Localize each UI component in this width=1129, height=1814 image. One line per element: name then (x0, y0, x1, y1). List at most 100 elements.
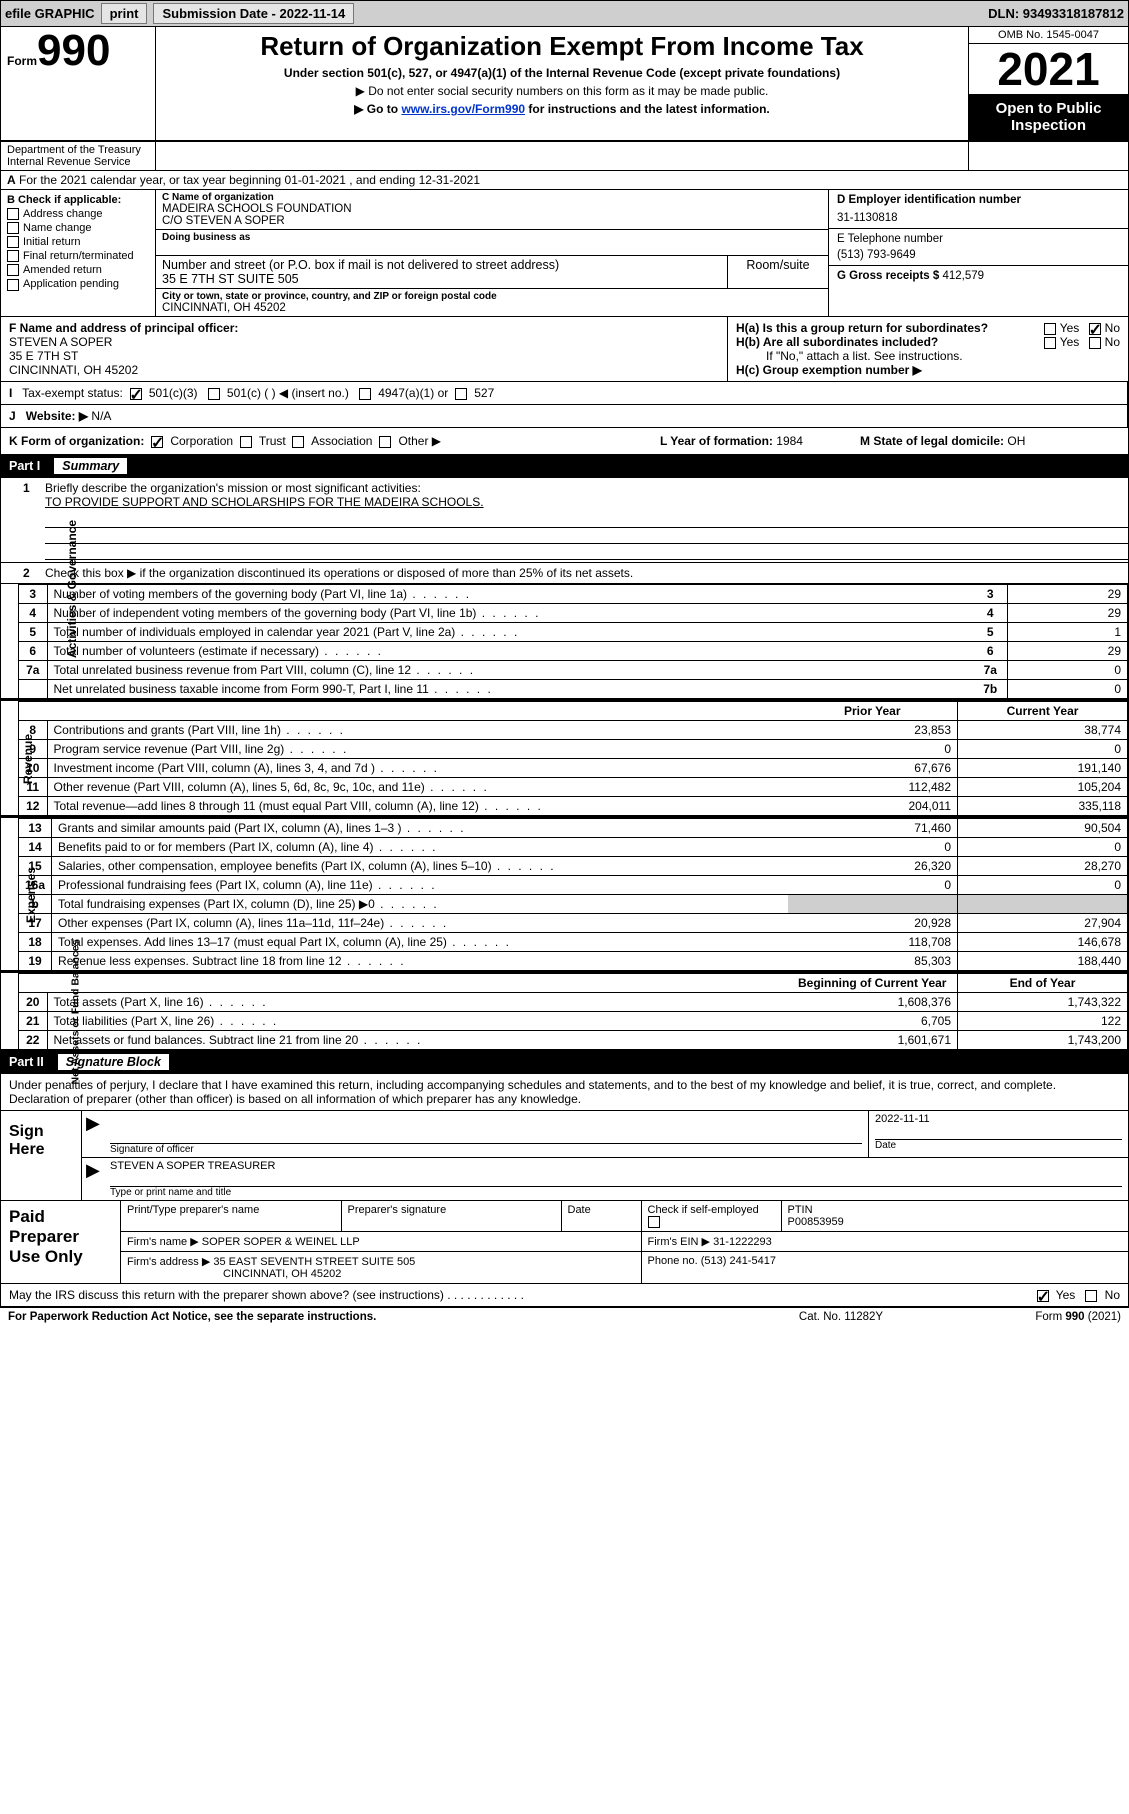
ha-no-checkbox[interactable] (1089, 323, 1101, 335)
e-label: E Telephone number (837, 233, 1120, 245)
officer-name-title: STEVEN A SOPER TREASURER (110, 1160, 1122, 1172)
officer-addr1: 35 E 7TH ST (9, 349, 719, 363)
org-form-checkbox[interactable] (292, 436, 304, 448)
submission-date-button[interactable]: Submission Date - 2022-11-14 (153, 3, 354, 24)
expenses-table: 13Grants and similar amounts paid (Part … (19, 818, 1128, 971)
org-form-checkbox[interactable] (240, 436, 252, 448)
firm-ein: 31-1222293 (713, 1236, 772, 1248)
irs-link[interactable]: www.irs.gov/Form990 (401, 102, 525, 116)
f-label: F Name and address of principal officer: (9, 321, 719, 335)
apply-checkbox[interactable] (7, 222, 19, 234)
apply-checkbox[interactable] (7, 208, 19, 220)
apply-checkbox[interactable] (7, 236, 19, 248)
self-employed-cell: Check if self-employed (641, 1201, 781, 1232)
year-formation: 1984 (776, 434, 803, 448)
form-number-box: Form990 (1, 27, 156, 140)
website-value: N/A (91, 409, 111, 423)
checkbox-line: Initial return (7, 236, 149, 248)
state-domicile: OH (1007, 434, 1025, 448)
side-governance: Activities & Governance (65, 519, 79, 657)
firm-name: SOPER SOPER & WEINEL LLP (202, 1236, 360, 1248)
dln-label: DLN: 93493318187812 (988, 6, 1124, 21)
j-label: Website: ▶ (26, 409, 88, 423)
checkbox-line: Application pending (7, 278, 149, 290)
date-label: Date (875, 1139, 1122, 1151)
table-row: 10Investment income (Part VIII, column (… (19, 759, 1128, 778)
may-yes-checkbox[interactable] (1037, 1290, 1049, 1302)
checkbox-line: Final return/terminated (7, 250, 149, 262)
prep-sig-lbl: Preparer's signature (341, 1201, 561, 1232)
part-i-number: Part I (9, 459, 54, 473)
paperwork-footer: For Paperwork Reduction Act Notice, see … (0, 1307, 1129, 1326)
table-row: 12Total revenue—add lines 8 through 11 (… (19, 797, 1128, 816)
527-checkbox[interactable] (455, 388, 467, 400)
addr-label: Number and street (or P.O. box if mail i… (162, 258, 721, 272)
apply-checkbox[interactable] (7, 279, 19, 291)
ptin-value: P00853959 (788, 1216, 844, 1228)
section-a-text: For the 2021 calendar year, or tax year … (19, 173, 480, 187)
note-ssn: Do not enter social security numbers on … (164, 84, 960, 98)
print-button[interactable]: print (101, 3, 148, 24)
row-k-l-m: K Form of organization: Corporation Trus… (0, 428, 1129, 455)
hb-no-checkbox[interactable] (1089, 337, 1101, 349)
section-b-hdr: B Check if applicable: (7, 194, 149, 206)
form-word: Form (7, 54, 37, 68)
table-header: Beginning of Current YearEnd of Year (19, 974, 1128, 993)
firm-addr-lbl: Firm's address ▶ (127, 1256, 210, 1268)
501c3-checkbox[interactable] (130, 388, 142, 400)
section-b-grid: B Check if applicable: Address changeNam… (0, 190, 1129, 317)
table-header: Prior YearCurrent Year (19, 702, 1128, 721)
table-row: 21Total liabilities (Part X, line 26)6,7… (19, 1012, 1128, 1031)
table-row: 5Total number of individuals employed in… (19, 623, 1128, 642)
table-row: 11Other revenue (Part VIII, column (A), … (19, 778, 1128, 797)
part-i-header: Part I Summary (0, 455, 1129, 478)
self-employed-checkbox[interactable] (648, 1216, 660, 1228)
4947-checkbox[interactable] (359, 388, 371, 400)
paid-preparer-label: Paid Preparer Use Only (1, 1201, 121, 1283)
form-header: Form990 Return of Organization Exempt Fr… (0, 27, 1129, 142)
dept-row: Department of the Treasury Internal Reve… (0, 142, 1129, 171)
hb-yes-checkbox[interactable] (1044, 337, 1056, 349)
room-label: Room/suite (734, 258, 822, 272)
governance-table: 3Number of voting members of the governi… (19, 584, 1128, 699)
title-box: Return of Organization Exempt From Incom… (156, 27, 968, 140)
row-i: I Tax-exempt status: 501(c)(3) 501(c) ( … (0, 382, 1129, 405)
checkbox-line: Name change (7, 222, 149, 234)
table-row: 17Other expenses (Part IX, column (A), l… (19, 914, 1128, 933)
prep-date-lbl: Date (561, 1201, 641, 1232)
line1-label: Briefly describe the organization's miss… (45, 481, 421, 495)
row-j: J Website: ▶ N/A (0, 405, 1129, 428)
section-f: F Name and address of principal officer:… (1, 317, 728, 381)
ha-yes-checkbox[interactable] (1044, 323, 1056, 335)
firm-phone: (513) 241-5417 (701, 1255, 776, 1267)
apply-checkbox[interactable] (7, 264, 19, 276)
section-a: A For the 2021 calendar year, or tax yea… (0, 171, 1129, 190)
table-row: 14Benefits paid to or for members (Part … (19, 838, 1128, 857)
apply-checkbox[interactable] (7, 250, 19, 262)
org-form-checkbox[interactable] (151, 436, 163, 448)
table-row: 8Contributions and grants (Part VIII, li… (19, 721, 1128, 740)
section-c-box: C Name of organization MADEIRA SCHOOLS F… (156, 190, 828, 316)
checkbox-line: Amended return (7, 264, 149, 276)
d-label: D Employer identification number (837, 194, 1120, 206)
table-row: 16aProfessional fundraising fees (Part I… (19, 876, 1128, 895)
name-title-label: Type or print name and title (110, 1186, 1122, 1198)
org-form-checkbox[interactable] (379, 436, 391, 448)
street-address: 35 E 7TH ST SUITE 505 (162, 272, 721, 286)
sig-officer-label: Signature of officer (110, 1143, 862, 1155)
may-discuss-text: May the IRS discuss this return with the… (9, 1288, 444, 1302)
k-label: K Form of organization: (9, 434, 144, 448)
officer-name: STEVEN A SOPER (9, 335, 719, 349)
side-revenue: Revenue (21, 733, 35, 783)
dba-label: Doing business as (162, 232, 822, 243)
i-label: Tax-exempt status: (22, 386, 123, 400)
table-row: 9Program service revenue (Part VIII, lin… (19, 740, 1128, 759)
may-no-checkbox[interactable] (1085, 1290, 1097, 1302)
form-subtitle: Under section 501(c), 527, or 4947(a)(1)… (164, 66, 960, 80)
firm-ein-lbl: Firm's EIN ▶ (648, 1236, 711, 1248)
phone-value: (513) 793-9649 (837, 245, 1120, 261)
part-i-title: Summary (54, 458, 127, 474)
501c-checkbox[interactable] (208, 388, 220, 400)
ha-line: H(a) Is this a group return for subordin… (736, 321, 1120, 335)
ptin-cell: PTIN P00853959 (781, 1201, 1128, 1232)
